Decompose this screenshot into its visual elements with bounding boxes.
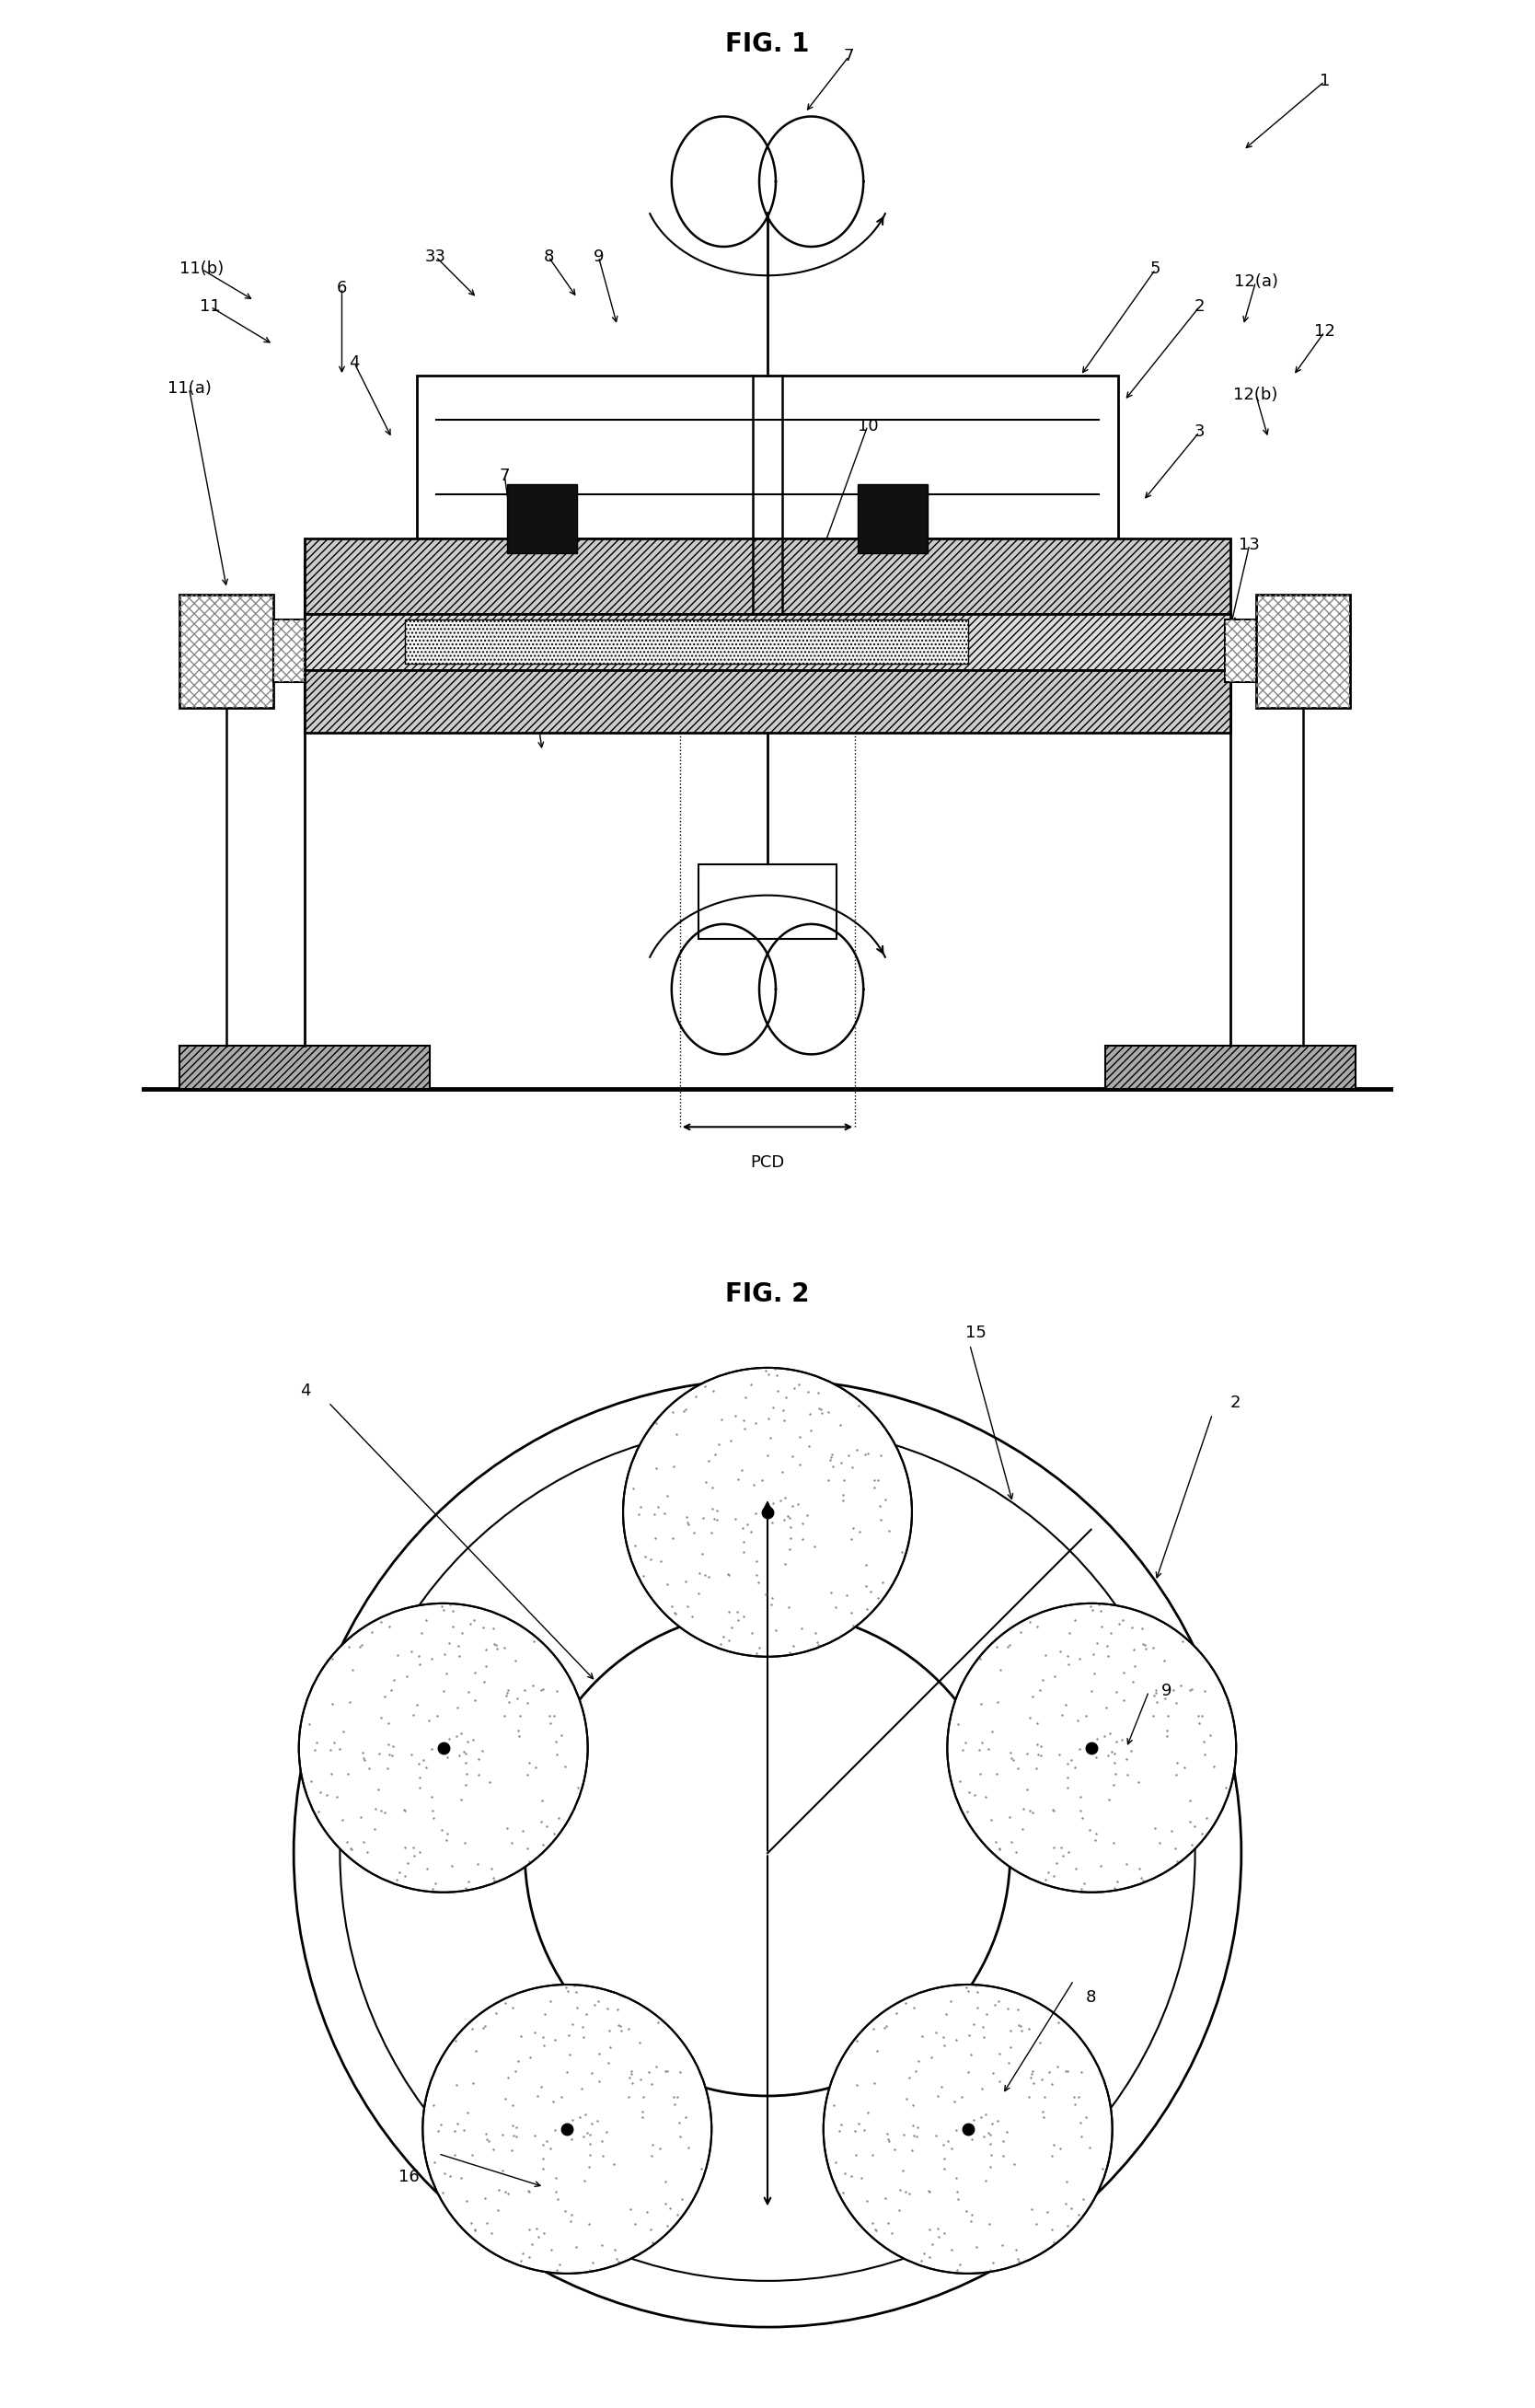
Text: 12(b): 12(b) — [1234, 385, 1279, 402]
Text: 2: 2 — [1230, 1394, 1240, 1411]
Text: 13: 13 — [1239, 537, 1260, 554]
Bar — [273, 619, 304, 681]
Bar — [180, 595, 273, 708]
Text: 11(a): 11(a) — [167, 380, 212, 397]
Text: 8: 8 — [1085, 1989, 1096, 2006]
Text: 16: 16 — [399, 2170, 419, 2184]
Bar — [273, 619, 304, 681]
Circle shape — [422, 1984, 712, 2273]
Text: 6: 6 — [336, 279, 347, 296]
Bar — [180, 595, 273, 708]
Text: 9: 9 — [1160, 1683, 1171, 1700]
Text: 2: 2 — [1194, 299, 1205, 315]
Text: FIG. 2: FIG. 2 — [726, 1281, 809, 1308]
Text: 1: 1 — [1320, 72, 1329, 89]
Text: 11: 11 — [200, 299, 221, 315]
Text: 12: 12 — [1314, 323, 1335, 340]
Circle shape — [947, 1604, 1236, 1893]
Bar — [1256, 595, 1349, 708]
Bar — [404, 619, 967, 665]
Circle shape — [823, 1984, 1113, 2273]
Text: 4: 4 — [348, 354, 359, 371]
Bar — [1225, 619, 1256, 681]
Text: 15: 15 — [966, 1324, 985, 1341]
Text: 12(a): 12(a) — [1234, 275, 1277, 289]
Bar — [507, 484, 577, 554]
Bar — [418, 376, 1117, 539]
Text: 11(b): 11(b) — [180, 260, 224, 277]
Bar — [858, 484, 927, 554]
Bar — [698, 864, 837, 939]
Circle shape — [623, 1368, 912, 1657]
Text: 5: 5 — [1150, 260, 1160, 277]
Bar — [1225, 619, 1256, 681]
Text: 7: 7 — [844, 48, 853, 65]
Bar — [180, 1045, 430, 1088]
Text: 8: 8 — [543, 248, 554, 265]
Text: PCD: PCD — [751, 1153, 784, 1170]
Text: 33: 33 — [425, 248, 447, 265]
Text: FIG. 1: FIG. 1 — [726, 31, 809, 58]
Bar — [304, 539, 1231, 614]
Circle shape — [299, 1604, 588, 1893]
Text: 3: 3 — [1194, 424, 1205, 441]
Text: 9: 9 — [593, 248, 603, 265]
Text: 4: 4 — [299, 1382, 310, 1399]
Bar — [1256, 595, 1349, 708]
Bar — [304, 614, 1231, 669]
Bar — [1105, 1045, 1355, 1088]
Text: 7: 7 — [499, 467, 510, 484]
Bar — [304, 669, 1231, 732]
Text: 14: 14 — [850, 537, 872, 554]
Text: 10: 10 — [857, 417, 878, 433]
